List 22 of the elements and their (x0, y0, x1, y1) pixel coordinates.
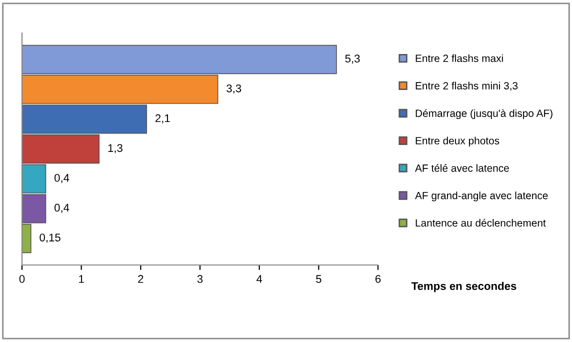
legend-label: AF grand-angle avec latence (415, 192, 548, 202)
data-label: 5,3 (345, 54, 360, 64)
x-tick-label: 4 (256, 275, 262, 283)
x-tick-label: 1 (79, 275, 84, 283)
legend-label: Entre 2 flashs maxi (416, 54, 503, 62)
x-tick-label: 5 (316, 275, 322, 283)
data-label: 2,1 (155, 114, 170, 124)
data-label: 0,4 (54, 204, 70, 213)
x-tick-label: 3 (197, 275, 203, 283)
legend-label: Entre deux photos (416, 136, 500, 146)
legend-label: Entre 2 flashs mini 3,3 (416, 82, 518, 91)
legend-label: AF télé avec latence (415, 164, 509, 172)
legend-label: Lantence au déclenchement (416, 218, 546, 227)
x-tick-label: 6 (375, 275, 381, 283)
x-tick-label: 0 (19, 275, 25, 283)
data-label: 0,4 (54, 174, 70, 184)
legend-label: Démarrage (jusqu'à dispo AF) (416, 109, 552, 120)
data-label: 0,15 (40, 234, 60, 243)
x-tick-label: 2 (138, 275, 144, 283)
data-label: 3,3 (226, 84, 242, 94)
data-label: 1,3 (108, 144, 122, 154)
x-axis-title: Temps en secondes (411, 282, 516, 292)
